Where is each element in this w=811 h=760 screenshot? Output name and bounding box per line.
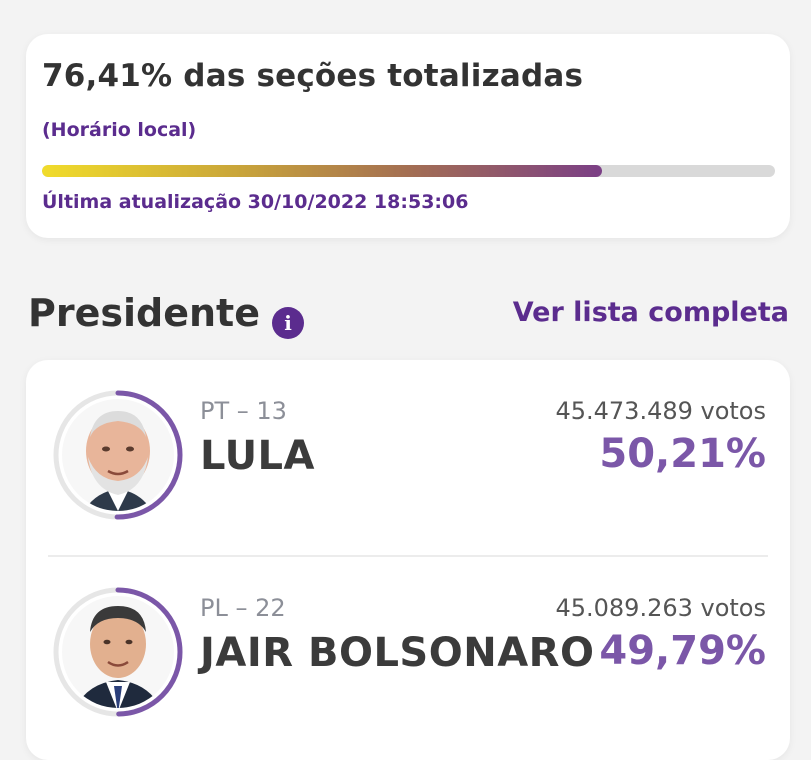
- info-icon[interactable]: i: [272, 307, 304, 339]
- status-card: 76,41% das seções totalizadas (Horário l…: [26, 34, 790, 238]
- vote-share-ring: [53, 587, 183, 717]
- vote-share-ring: [53, 390, 183, 520]
- candidate-votes: 45.473.489 votos: [555, 397, 766, 425]
- candidate-party: PT – 13: [200, 397, 287, 425]
- avatar: [48, 582, 188, 722]
- candidate-row-lula[interactable]: PT – 13 LULA 45.473.489 votos 50,21%: [26, 385, 790, 555]
- section-title-president: Presidente: [28, 291, 260, 335]
- candidates-card: PT – 13 LULA 45.473.489 votos 50,21%: [26, 360, 790, 760]
- local-time-note: (Horário local): [42, 119, 197, 141]
- avatar: [48, 385, 188, 525]
- totalization-progress-fill: [42, 165, 603, 177]
- totalization-status-title: 76,41% das seções totalizadas: [42, 58, 584, 94]
- candidate-percent: 50,21%: [599, 431, 766, 477]
- candidate-name: JAIR BOLSONARO: [200, 630, 595, 676]
- ring-fill: [53, 390, 183, 520]
- portrait-bolsonaro: [62, 596, 174, 708]
- divider: [48, 555, 768, 557]
- totalization-progress-bar: [42, 165, 775, 177]
- ring-fill: [53, 587, 183, 717]
- candidate-row-bolsonaro[interactable]: PL – 22 JAIR BOLSONARO 45.089.263 votos …: [26, 582, 790, 752]
- candidate-name: LULA: [200, 433, 315, 479]
- portrait-lula: [62, 399, 174, 511]
- candidate-percent: 49,79%: [599, 628, 766, 674]
- last-update-text: Última atualização 30/10/2022 18:53:06: [42, 191, 469, 213]
- candidate-party: PL – 22: [200, 594, 286, 622]
- view-full-list-link[interactable]: Ver lista completa: [512, 297, 789, 328]
- candidate-votes: 45.089.263 votos: [555, 594, 766, 622]
